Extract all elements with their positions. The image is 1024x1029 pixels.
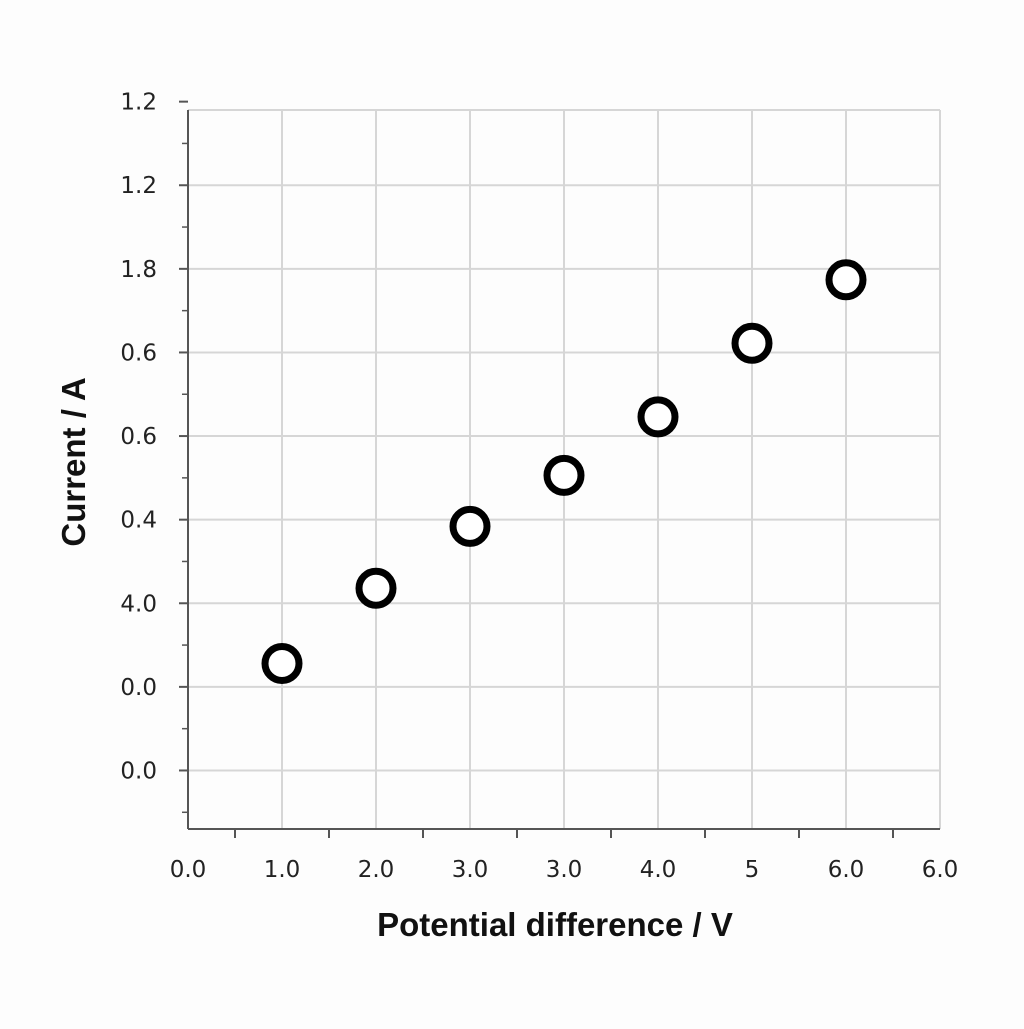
y-tick-label: 0.6 [120, 340, 157, 366]
y-tick-label: 0.4 [120, 508, 157, 534]
y-tick-label: 4.0 [120, 591, 157, 617]
x-tick-label: 3.0 [546, 857, 583, 883]
x-tick-label: 0.0 [170, 857, 207, 883]
data-point [825, 259, 867, 301]
data-points [261, 259, 867, 684]
x-tick-label: 6.0 [828, 857, 865, 883]
y-tick-label: 0.0 [120, 758, 157, 784]
x-tick-label: 4.0 [640, 857, 677, 883]
x-axis-title: Potential difference / V [377, 906, 733, 943]
data-point [543, 454, 585, 496]
grid-lines [188, 109, 941, 829]
y-tick-label: 1.2 [120, 173, 157, 199]
data-point [355, 567, 397, 609]
x-tick-label: 2.0 [358, 857, 395, 883]
data-point [637, 396, 679, 438]
y-tick-label: 1.8 [120, 257, 157, 283]
data-point [731, 322, 773, 364]
tick-labels: 0.0 1.0 2.0 3.0 3.0 4.0 5 6.0 6.0 0.0 0.0 4.0 0.4 0.6… [120, 90, 958, 883]
y-axis-title: Current / A [55, 377, 92, 546]
data-point [261, 642, 303, 684]
y-tick-label: 0.0 [120, 675, 157, 701]
x-tick-label: 6.0 [922, 857, 959, 883]
y-tick-label: 1.2 [120, 90, 157, 116]
y-tick-label: 0.6 [120, 424, 157, 450]
x-tick-label: 5 [745, 857, 760, 883]
x-tick-label: 3.0 [452, 857, 489, 883]
data-point [449, 505, 491, 547]
x-tick-label: 1.0 [264, 857, 301, 883]
axes [179, 100, 940, 838]
